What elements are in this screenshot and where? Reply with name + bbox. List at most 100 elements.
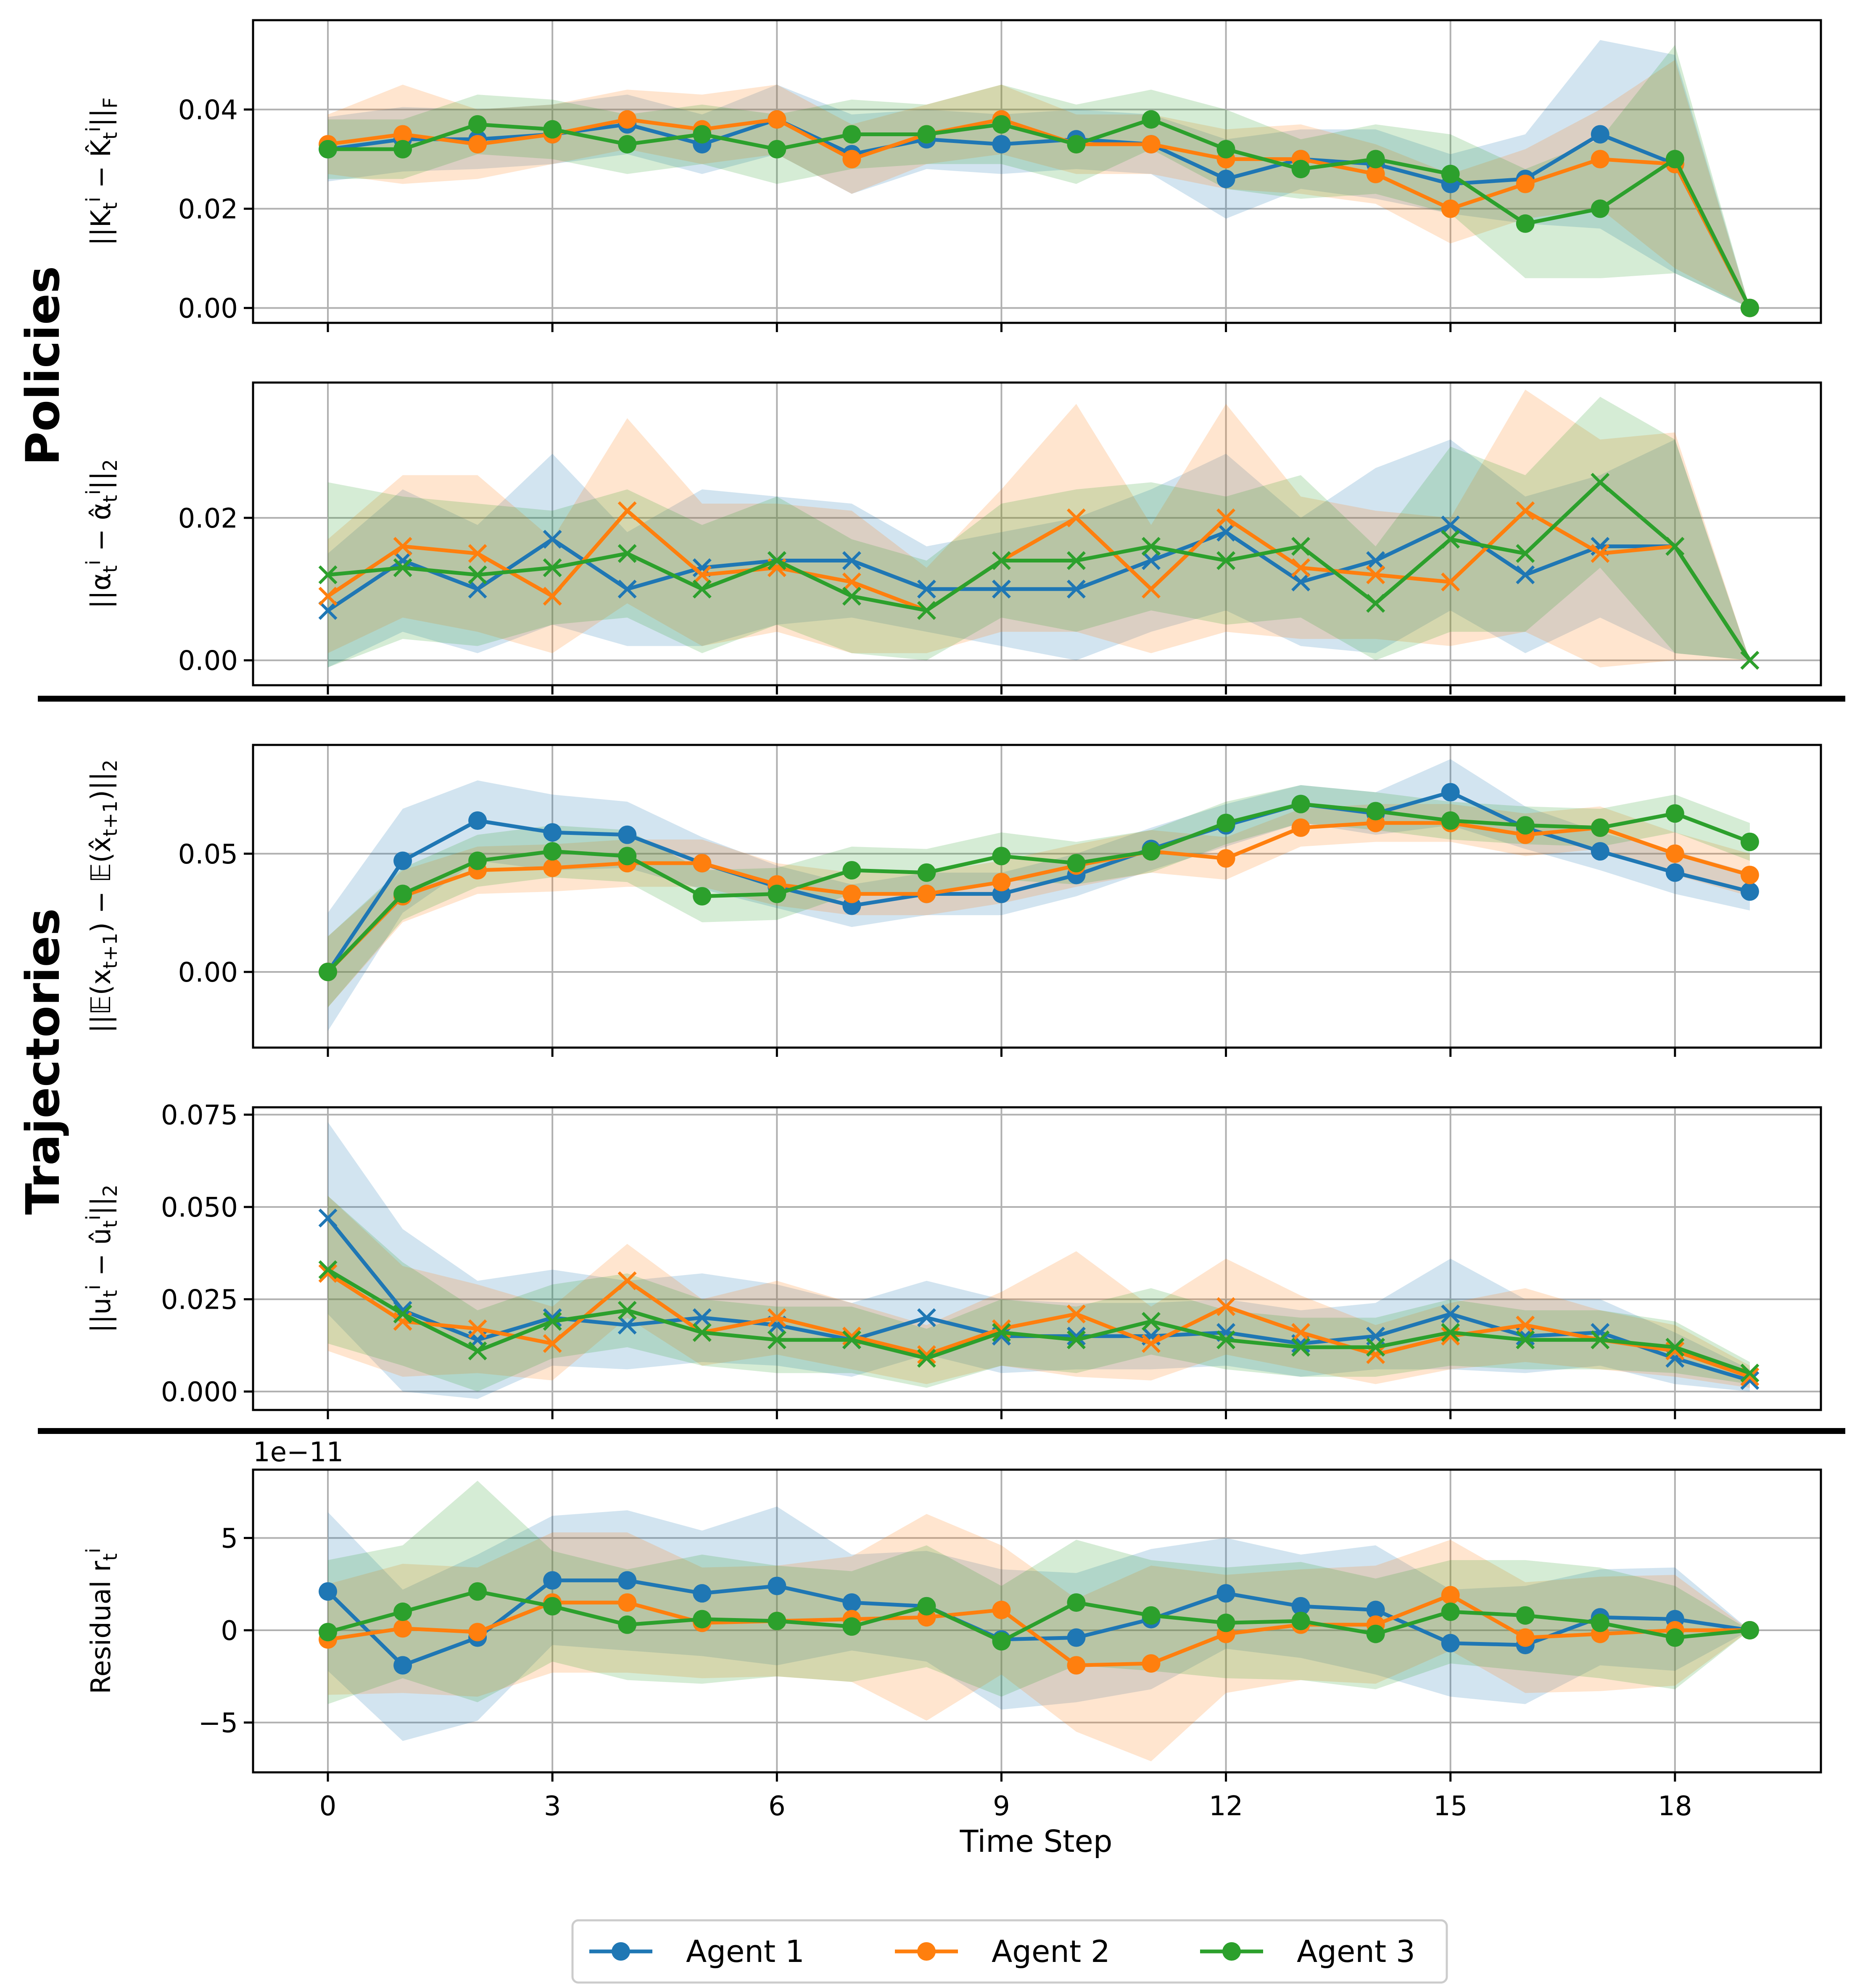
- confidence-band-agent-1: [328, 759, 1750, 1031]
- y-axis-label: ||αti − α̂ti||2: [82, 459, 121, 609]
- data-point-agent-2: [842, 884, 861, 903]
- data-point-agent-2: [1366, 164, 1385, 183]
- data-point-agent-3: [618, 1615, 637, 1634]
- x-tick-label: 0: [319, 1791, 337, 1822]
- data-point-agent-2: [318, 586, 338, 606]
- data-point-agent-2: [468, 135, 487, 154]
- data-point-agent-1: [468, 579, 487, 599]
- data-point-agent-2: [842, 572, 861, 591]
- data-point-agent-3: [393, 1304, 412, 1324]
- subplot-policy-k: 0.00 0.02 0.04 ||Kti − K̂ti||F: [82, 19, 1822, 332]
- data-point-agent-3: [842, 861, 861, 880]
- data-point-agent-1: [692, 1308, 712, 1327]
- section-title-trajectories: Trajectories: [16, 908, 70, 1214]
- data-point-agent-3: [393, 558, 412, 577]
- data-point-agent-1: [1366, 1600, 1385, 1619]
- legend-item-agent-2[interactable]: Agent 2: [895, 1934, 1110, 1969]
- data-point-agent-1: [1591, 842, 1609, 861]
- data-point-agent-1: [543, 530, 562, 549]
- data-point-agent-1: [468, 811, 487, 830]
- data-point-agent-1: [393, 551, 412, 570]
- data-point-agent-3: [1441, 1323, 1460, 1342]
- series-line-agent-2: [327, 509, 1752, 662]
- data-point-agent-2: [543, 586, 562, 606]
- data-point-agent-3: [992, 847, 1011, 866]
- x-axis-label: Time Step: [959, 1824, 1112, 1859]
- series-line-agent-3: [327, 1268, 1751, 1375]
- data-point-agent-3: [1591, 199, 1609, 218]
- series-line-agent-2: [327, 1593, 1750, 1667]
- subplot-traj-state: 0.00 0.05 ||𝔼(xt+1) − 𝔼(x̂t+1)||2: [86, 744, 1822, 1057]
- data-point-agent-3: [617, 1301, 637, 1320]
- data-point-agent-1: [1142, 551, 1161, 570]
- data-point-agent-3: [917, 125, 936, 144]
- series-line-agent-1: [326, 790, 1751, 973]
- data-point-agent-1: [617, 1315, 637, 1335]
- data-point-agent-3: [1665, 804, 1684, 823]
- data-point-agent-1: [618, 1571, 637, 1590]
- axes-frame: [252, 1468, 1822, 1774]
- data-point-agent-3: [1665, 1338, 1685, 1357]
- y-tick-label: 0.00: [178, 646, 238, 677]
- axes-frame: [252, 19, 1822, 324]
- x-tick-label: 12: [1209, 1791, 1243, 1822]
- data-point-agent-3: [1291, 160, 1310, 179]
- data-point-agent-3: [543, 558, 562, 577]
- data-point-agent-2: [617, 1271, 637, 1291]
- data-point-agent-3: [1740, 1363, 1760, 1383]
- data-point-agent-3: [468, 1582, 487, 1601]
- data-point-agent-3: [992, 1632, 1011, 1651]
- data-point-agent-1: [1067, 1628, 1086, 1647]
- y-offset-label: 1e−11: [253, 1437, 343, 1468]
- data-point-agent-3: [1366, 1624, 1385, 1643]
- data-point-agent-3: [618, 135, 637, 154]
- data-point-agent-3: [393, 884, 412, 903]
- data-point-agent-3: [1591, 1613, 1609, 1632]
- data-point-agent-1: [693, 1584, 712, 1603]
- data-point-agent-3: [618, 847, 637, 866]
- data-point-agent-2: [393, 1619, 412, 1638]
- legend-label-agent-2: Agent 2: [992, 1934, 1110, 1969]
- data-point-agent-3: [692, 579, 712, 599]
- data-point-agent-1: [1216, 523, 1236, 542]
- data-point-agent-2: [1066, 508, 1086, 528]
- data-point-agent-3: [1142, 537, 1161, 556]
- confidence-band-agent-1: [328, 40, 1750, 308]
- data-point-agent-2: [992, 873, 1011, 892]
- data-point-agent-2: [393, 125, 412, 144]
- y-tick-label: 5: [221, 1523, 238, 1554]
- x-tick-label: 3: [544, 1791, 561, 1822]
- legend-marker-agent-2: [917, 1942, 936, 1961]
- data-point-agent-1: [1665, 863, 1684, 882]
- confidence-band-agent-2: [328, 60, 1750, 308]
- data-point-agent-2: [1740, 866, 1759, 884]
- data-point-agent-1: [1516, 565, 1535, 584]
- data-point-agent-1: [992, 135, 1011, 154]
- data-point-agent-3: [318, 1260, 338, 1279]
- data-point-agent-3: [1216, 1613, 1235, 1632]
- data-point-agent-1: [618, 825, 637, 844]
- data-point-agent-3: [1665, 1628, 1684, 1647]
- legend-item-agent-1[interactable]: Agent 1: [589, 1934, 805, 1969]
- data-point-agent-3: [543, 120, 562, 139]
- confidence-band-agent-3: [328, 45, 1750, 308]
- data-point-agent-2: [468, 1623, 487, 1642]
- y-tick-label: 0: [221, 1616, 238, 1647]
- data-point-agent-3: [842, 1617, 861, 1636]
- data-point-agent-2: [393, 537, 412, 556]
- series-line-agent-3: [327, 480, 1752, 662]
- data-point-agent-3: [543, 1597, 562, 1616]
- data-point-agent-3: [992, 551, 1011, 570]
- y-tick-label: 0.050: [161, 1192, 238, 1223]
- series-line-agent-2: [327, 1272, 1751, 1379]
- legend-item-agent-3[interactable]: Agent 3: [1200, 1934, 1415, 1969]
- data-point-agent-3: [319, 140, 338, 158]
- data-point-agent-3: [1516, 816, 1535, 835]
- data-point-agent-1: [318, 601, 338, 620]
- data-point-agent-3: [693, 125, 712, 144]
- data-point-agent-3: [917, 1597, 936, 1616]
- data-point-agent-1: [543, 823, 562, 842]
- data-point-agent-1: [543, 1571, 562, 1590]
- data-point-agent-3: [393, 1603, 412, 1621]
